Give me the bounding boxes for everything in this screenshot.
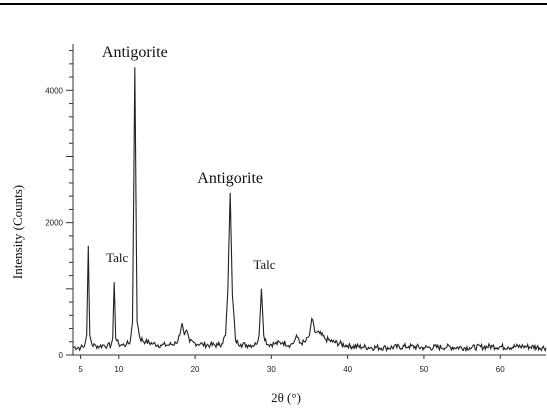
peak-annotations: Antigorite Antigorite Talc Talc	[102, 44, 276, 272]
x-tick-label: 20	[191, 365, 200, 374]
x-tick-label: 50	[419, 365, 428, 374]
y-tick-label: 4000	[45, 86, 63, 95]
peak-annotation: Antigorite	[197, 170, 263, 187]
x-tick-label: 10	[114, 365, 123, 374]
x-tick-label: 40	[343, 365, 352, 374]
peak-annotation: Antigorite	[102, 44, 168, 61]
y-axis-ticks: 0 2000 4000	[45, 50, 73, 360]
y-tick-label: 0	[59, 351, 64, 360]
y-axis-label: Intensity (Counts)	[10, 185, 25, 279]
y-tick-label: 2000	[45, 219, 63, 228]
x-axis-label: 2θ (°)	[271, 390, 301, 405]
x-tick-label: 30	[267, 365, 276, 374]
x-tick-label: 5	[78, 365, 83, 374]
peak-annotation: Talc	[106, 250, 128, 265]
peak-annotation: Talc	[253, 257, 275, 272]
diffraction-pattern-line	[72, 67, 547, 353]
x-tick-label: 60	[496, 365, 505, 374]
x-axis-ticks: 5 10 20 30 40 50 60	[78, 355, 505, 374]
